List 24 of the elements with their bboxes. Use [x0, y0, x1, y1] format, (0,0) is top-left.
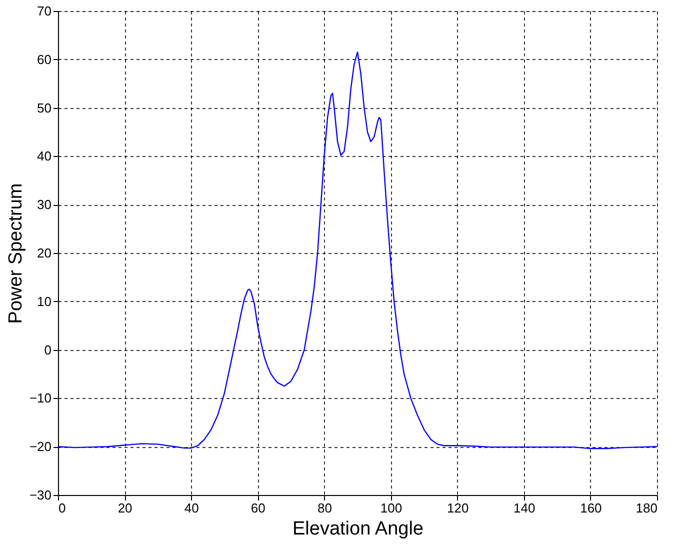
y-tick-label: 70: [37, 4, 52, 18]
line-series: [57, 52, 658, 450]
y-tick-label: 20: [37, 246, 52, 260]
y-tick-label: −20: [29, 439, 52, 454]
x-axis-title: Elevation Angle: [292, 518, 424, 540]
y-axis-title: Power Spectrum: [5, 183, 26, 324]
y-tick-label: 30: [37, 197, 52, 212]
x-tick-label: 0: [58, 500, 66, 516]
x-tick-label: 160: [580, 500, 602, 516]
x-tick-label: 20: [118, 500, 132, 516]
y-tick-label: 40: [37, 148, 52, 164]
x-tick-label: 180: [636, 500, 658, 516]
y-tick-label: 0: [44, 342, 52, 358]
x-tick-label: 80: [317, 500, 332, 516]
x-tick-label: 140: [514, 500, 536, 516]
y-tick-label: −10: [29, 390, 52, 406]
x-tick-label: 100: [380, 500, 402, 516]
x-tick-label: 120: [446, 500, 469, 516]
y-tick-label: 60: [37, 52, 52, 67]
y-tick-label: 10: [37, 294, 52, 309]
x-tick-label: 60: [250, 500, 266, 516]
y-tick-label: 50: [37, 100, 52, 116]
x-tick-label: 40: [184, 500, 199, 516]
y-tick-label: −30: [29, 488, 52, 502]
